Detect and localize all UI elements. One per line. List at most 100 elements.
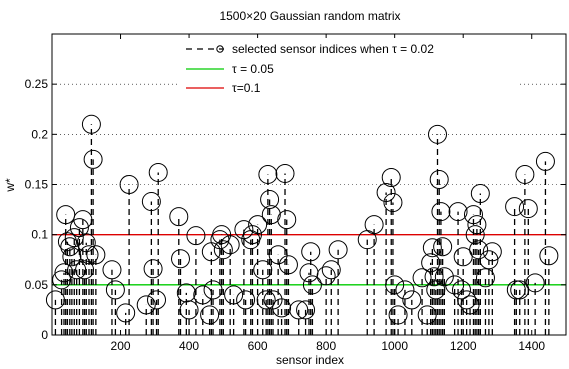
point-marker-95 xyxy=(475,268,495,288)
point-marker-22 xyxy=(141,192,161,212)
point-marker-104 xyxy=(535,151,555,171)
point-marker-94 xyxy=(470,184,490,204)
y-axis: 0 0.05 0.1 0.15 0.2 0.25 xyxy=(25,77,566,342)
point-marker-80 xyxy=(429,169,449,189)
y-tick-label-4: 0.2 xyxy=(31,127,48,141)
point-marker-20 xyxy=(119,175,139,194)
point-marker-87 xyxy=(453,247,473,267)
point-marker-73 xyxy=(412,268,432,288)
point-marker-62 xyxy=(321,260,341,280)
point-marker-12 xyxy=(76,233,96,253)
legend-swatch-selected-marker xyxy=(216,45,224,53)
point-marker-16 xyxy=(86,245,106,265)
point-marker-25 xyxy=(148,162,168,182)
legend: selected sensor indices when τ = 0.02 τ … xyxy=(180,38,518,98)
point-marker-8 xyxy=(67,260,87,280)
point-marker-13 xyxy=(79,245,99,265)
point-marker-81 xyxy=(431,202,451,222)
point-marker-32 xyxy=(200,305,220,325)
point-marker-67 xyxy=(381,167,401,187)
point-marker-68 xyxy=(383,193,403,213)
x-tick-label-0: 200 xyxy=(111,339,131,353)
point-marker-89 xyxy=(460,295,480,315)
point-marker-1 xyxy=(52,270,72,290)
x-tick-label-4: 1000 xyxy=(381,339,408,353)
point-marker-105 xyxy=(539,246,559,266)
point-marker-30 xyxy=(186,226,206,246)
point-marker-53 xyxy=(275,163,295,183)
point-marker-92 xyxy=(467,215,487,235)
point-marker-90 xyxy=(463,205,483,225)
point-marker-102 xyxy=(518,199,538,219)
chart-title: 1500×20 Gaussian random matrix xyxy=(219,9,400,23)
point-marker-43 xyxy=(242,225,262,245)
x-axis: 200 400 600 800 1000 1200 1400 xyxy=(111,34,545,353)
point-marker-70 xyxy=(388,305,408,325)
markers xyxy=(45,114,559,325)
x-tick-label-3: 800 xyxy=(316,339,336,353)
point-marker-48 xyxy=(260,190,280,210)
point-marker-28 xyxy=(176,283,196,303)
point-marker-84 xyxy=(445,275,465,295)
point-marker-7 xyxy=(64,228,84,248)
point-marker-88 xyxy=(457,290,477,310)
point-marker-4 xyxy=(57,232,77,252)
point-marker-60 xyxy=(302,275,322,295)
point-marker-74 xyxy=(417,305,437,325)
point-marker-91 xyxy=(465,225,485,245)
point-marker-27 xyxy=(171,249,190,269)
point-marker-18 xyxy=(105,280,125,300)
point-marker-11 xyxy=(75,260,95,280)
point-marker-63 xyxy=(328,240,348,260)
point-marker-57 xyxy=(296,300,316,320)
point-marker-82 xyxy=(433,237,453,257)
point-marker-37 xyxy=(213,240,233,260)
y-tick-label-5: 0.25 xyxy=(25,77,49,91)
point-marker-0 xyxy=(45,290,65,310)
point-marker-15 xyxy=(83,149,103,169)
point-marker-31 xyxy=(193,285,213,305)
point-marker-97 xyxy=(482,242,502,262)
point-marker-66 xyxy=(376,183,396,203)
point-marker-10 xyxy=(73,210,93,230)
point-marker-101 xyxy=(515,164,535,184)
point-marker-51 xyxy=(268,245,288,265)
point-marker-75 xyxy=(421,253,441,273)
legend-box xyxy=(180,38,518,98)
x-tick-label-1: 400 xyxy=(179,339,199,353)
point-marker-38 xyxy=(220,235,240,255)
point-marker-19 xyxy=(116,303,136,323)
point-marker-34 xyxy=(203,280,223,300)
point-marker-59 xyxy=(301,242,321,262)
point-marker-5 xyxy=(60,237,80,257)
point-marker-17 xyxy=(102,260,122,280)
point-marker-14 xyxy=(81,114,101,134)
point-marker-23 xyxy=(143,259,163,279)
x-axis-label: sensor index xyxy=(276,353,344,367)
legend-label-selected: selected sensor indices when τ = 0.02 xyxy=(232,42,434,56)
point-marker-77 xyxy=(424,267,444,287)
point-marker-96 xyxy=(479,250,499,270)
y-tick-label-2: 0.1 xyxy=(31,228,48,242)
point-marker-100 xyxy=(510,280,530,300)
x-tick-label-2: 600 xyxy=(248,339,268,353)
point-marker-26 xyxy=(169,207,189,227)
legend-label-tau-01: τ=0.1 xyxy=(232,81,261,95)
stems xyxy=(54,124,550,335)
point-marker-49 xyxy=(261,205,281,225)
point-marker-24 xyxy=(147,290,167,310)
y-tick-label-3: 0.15 xyxy=(25,178,49,192)
point-marker-98 xyxy=(505,197,525,217)
point-marker-39 xyxy=(224,285,244,305)
point-marker-44 xyxy=(248,215,268,235)
point-marker-69 xyxy=(385,275,405,295)
point-marker-83 xyxy=(434,267,454,287)
point-marker-86 xyxy=(451,280,471,300)
point-marker-103 xyxy=(525,273,545,293)
point-marker-21 xyxy=(136,295,156,315)
point-marker-56 xyxy=(289,300,309,320)
point-marker-54 xyxy=(277,210,297,230)
point-marker-72 xyxy=(402,290,422,310)
y-tick-label-1: 0.05 xyxy=(25,278,49,292)
